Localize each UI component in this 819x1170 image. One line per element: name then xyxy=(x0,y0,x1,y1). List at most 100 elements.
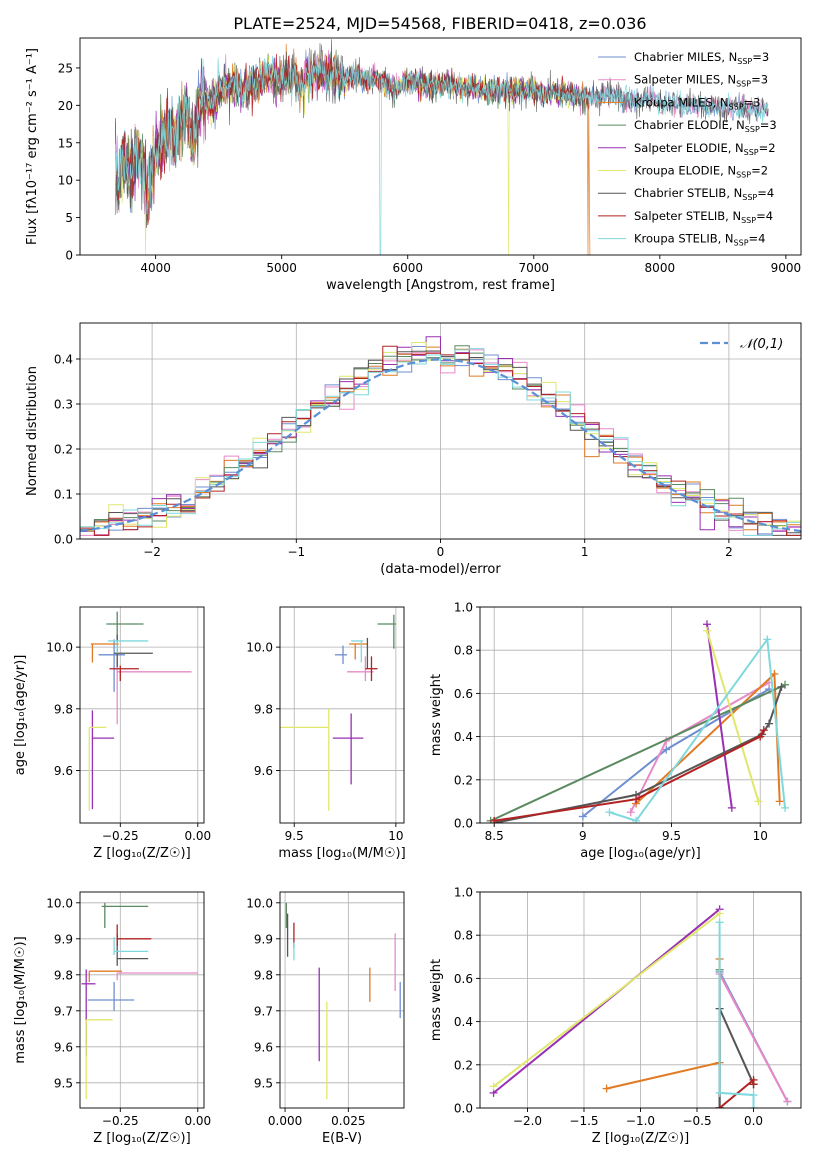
x-tick-label: 4000 xyxy=(140,261,171,275)
normal-curve xyxy=(80,358,801,533)
legend-label: Salpeter STELIB, NSSP=4 xyxy=(634,209,773,225)
y-tick-label: 10.0 xyxy=(46,896,73,910)
y-tick-label: 9.6 xyxy=(254,764,273,778)
x-axis-label: mass [log₁₀(M/M☉)] xyxy=(278,846,405,861)
errorbar-point xyxy=(85,1019,113,1099)
weight-point-marker xyxy=(763,635,772,644)
panel-mass_vs_Z xyxy=(80,892,204,1108)
axes-mass_vs_Z: −0.25 0.00 9.5 9.6 9.7 9.8 9.9 10.0 Z [log₁₀(Z/Z… xyxy=(13,891,211,1146)
legend-label: 𝒩(0,1) xyxy=(740,337,783,352)
axes-residuals: −2 −1 0 1 2 0.0 0.1 0.2 0.3 0.4 (data-model)/error… xyxy=(25,322,802,577)
y-axis-label: Flux [fλ10⁻¹⁷ erg cm⁻² s⁻¹ A⁻¹] xyxy=(25,48,40,245)
errorbar-point xyxy=(98,639,125,692)
axes-weight_vs_Z: −2.0 −1.5 −1.0 −0.5 0.0 0.0 0.2 0.4 0.6 0.8 1.0 Z [… xyxy=(429,886,802,1146)
weight-point-marker xyxy=(605,808,614,817)
y-tick-label: 9.6 xyxy=(254,1040,273,1054)
axes-spectrum: 4000 5000 6000 7000 8000 9000 0 5 10 15 20 25 wavele… xyxy=(25,37,802,293)
x-tick-label: 10 xyxy=(753,829,768,843)
axes-frame xyxy=(79,606,205,824)
figure-title: PLATE=2524, MJD=54568, FIBERID=0418, z=0… xyxy=(233,14,646,33)
legend-label: Chabrier ELODIE, NSSP=3 xyxy=(634,118,777,134)
x-axis-label: E(B-V) xyxy=(322,1131,362,1146)
y-tick-label: 9.5 xyxy=(254,1076,273,1090)
legend-label: Salpeter ELODIE, NSSP=2 xyxy=(634,141,776,157)
x-tick-label: −1.5 xyxy=(569,1114,598,1128)
x-tick-label: 8.5 xyxy=(485,829,504,843)
y-tick-label: 10.0 xyxy=(46,641,73,655)
errorbar-point xyxy=(91,710,115,810)
x-axis-label: Z [log₁₀(Z/Z☉)] xyxy=(592,1131,689,1146)
y-axis-label: age [log₁₀(age/yr)] xyxy=(13,655,28,776)
x-tick-label: 7000 xyxy=(519,261,550,275)
x-axis-label: wavelength [Angstrom, rest frame] xyxy=(326,278,555,293)
y-axis-label: mass [log₁₀(M/M☉)] xyxy=(13,936,28,1063)
residual-histogram xyxy=(80,348,801,536)
weight-series-line xyxy=(706,624,733,809)
errorbar-point xyxy=(365,656,378,682)
weight-point-marker xyxy=(715,1088,724,1097)
x-tick-label: 0.00 xyxy=(184,829,211,843)
plot-area-weight_vs_age xyxy=(486,620,790,823)
axes-age_vs_mass: 9.5 10 9.6 9.8 10.0 mass [log₁₀(M/M☉)] xyxy=(246,606,406,861)
x-tick-label: 0.00 xyxy=(184,1114,211,1128)
y-tick-label: 1.0 xyxy=(454,601,473,615)
errorbar-point xyxy=(280,708,330,811)
y-tick-label: 0.1 xyxy=(54,488,73,502)
x-tick-label: −0.5 xyxy=(682,1114,711,1128)
y-tick-label: 0.4 xyxy=(454,1015,473,1029)
weight-point-marker xyxy=(715,918,724,927)
x-tick-label: 9.5 xyxy=(662,829,681,843)
x-tick-label: 2 xyxy=(725,545,733,559)
weight-series-line xyxy=(718,922,755,1108)
x-tick-label: 0.000 xyxy=(268,1114,302,1128)
y-tick-label: 0.8 xyxy=(454,929,473,943)
axes-age_vs_Z: −0.25 0.00 9.6 9.8 10.0 Z [log₁₀(Z/Z☉)] age [l… xyxy=(13,606,211,861)
x-tick-label: 9 xyxy=(579,829,587,843)
errorbar-point xyxy=(88,970,122,982)
axes-frame xyxy=(79,891,205,1109)
y-tick-label: 25 xyxy=(58,61,73,75)
residual-legend: 𝒩(0,1) xyxy=(700,337,783,352)
plot-area-residuals xyxy=(80,336,801,536)
weight-series-line xyxy=(490,683,786,822)
panel-spectrum xyxy=(114,39,769,255)
panel-weight_vs_Z xyxy=(480,891,801,1109)
weight-point-marker xyxy=(775,797,784,806)
weight-point-marker xyxy=(749,1080,758,1089)
x-tick-label: 0.025 xyxy=(331,1114,365,1128)
x-tick-label: 6000 xyxy=(392,261,423,275)
weight-point-marker xyxy=(715,909,724,918)
plot-area-mass_vs_Z xyxy=(81,902,198,1099)
y-tick-label: 10.0 xyxy=(246,641,273,655)
x-tick-label: 9.5 xyxy=(285,829,304,843)
weight-point-marker xyxy=(756,732,765,741)
y-tick-label: 9.8 xyxy=(254,702,273,716)
panel-mass_vs_ebv xyxy=(280,892,404,1108)
y-tick-label: 20 xyxy=(58,99,73,113)
errorbar-point xyxy=(349,643,368,660)
y-tick-label: 0.6 xyxy=(454,687,473,701)
x-tick-label: −1 xyxy=(287,545,305,559)
x-tick-label: 0 xyxy=(437,545,445,559)
errorbar-point xyxy=(334,645,348,665)
y-tick-label: 9.7 xyxy=(254,1004,273,1018)
weight-point-marker xyxy=(759,726,768,735)
y-tick-label: 15 xyxy=(58,136,73,150)
axes-frame xyxy=(279,606,405,824)
y-tick-label: 0.0 xyxy=(454,1102,473,1116)
x-axis-label: Z [log₁₀(Z/Z☉)] xyxy=(93,1131,190,1146)
y-tick-label: 9.6 xyxy=(54,1040,73,1054)
weight-point-marker xyxy=(632,816,641,823)
weight-series-line xyxy=(609,636,786,822)
weight-point-marker xyxy=(602,1084,611,1093)
y-tick-label: 0.4 xyxy=(54,353,73,367)
weight-point-marker xyxy=(777,682,786,691)
residual-histogram xyxy=(80,345,801,536)
legend-label: Salpeter MILES, NSSP=3 xyxy=(634,73,768,89)
weight-point-marker xyxy=(749,1104,758,1108)
errorbar-point xyxy=(113,937,149,955)
legend-label: Chabrier MILES, NSSP=3 xyxy=(634,50,769,66)
x-tick-label: −0.25 xyxy=(102,829,139,843)
axes-frame xyxy=(479,606,802,824)
